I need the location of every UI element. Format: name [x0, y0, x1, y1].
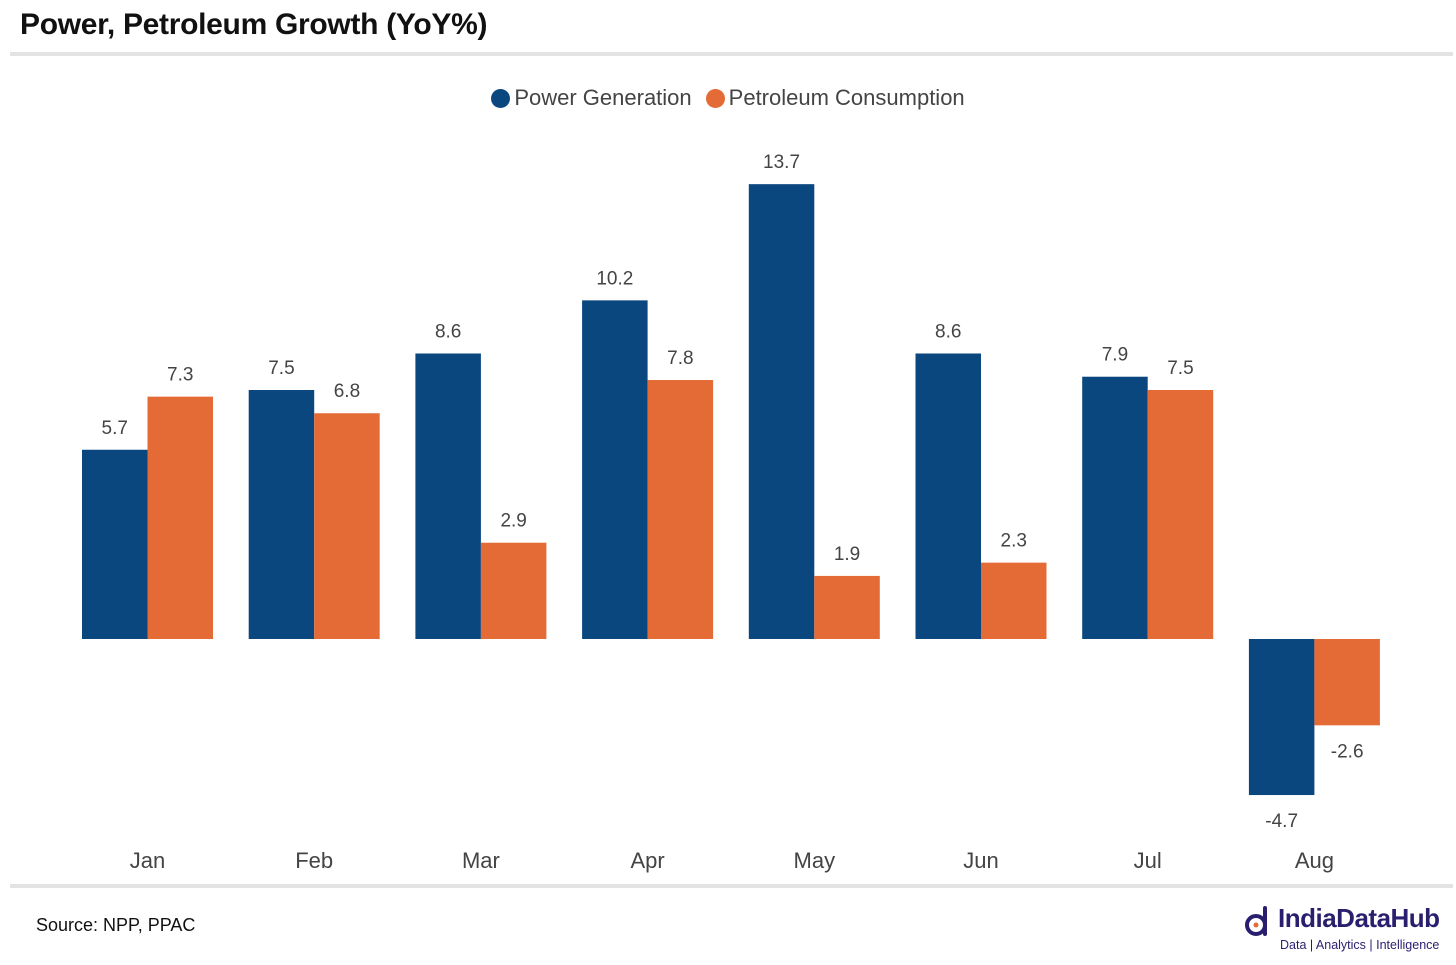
bar-power-aug — [1248, 639, 1315, 796]
data-label-power-feb: 7.5 — [268, 358, 294, 379]
bar-petroleum-apr — [647, 380, 714, 639]
bar-power-jun — [915, 353, 981, 639]
bar-power-jan — [82, 449, 148, 639]
data-label-petroleum-jul: 7.5 — [1167, 358, 1193, 379]
bar-power-mar — [415, 353, 481, 639]
data-label-petroleum-may: 1.9 — [834, 544, 860, 565]
data-label-power-jul: 7.9 — [1102, 345, 1128, 366]
legend-swatch-petroleum — [705, 88, 725, 108]
data-label-power-aug: -4.7 — [1265, 811, 1298, 832]
bar-petroleum-jun — [981, 562, 1047, 639]
top-divider — [10, 52, 1453, 56]
x-tick-label-jun: Jun — [963, 848, 998, 873]
bar-petroleum-mar — [480, 542, 547, 639]
bar-power-feb — [248, 390, 315, 639]
data-label-power-jun: 8.6 — [935, 321, 961, 342]
legend-swatch-power — [491, 88, 511, 108]
x-tick-label-may: May — [794, 848, 836, 873]
bar-power-jul — [1082, 376, 1148, 639]
source-note: Source: NPP, PPAC — [36, 915, 196, 935]
bar-petroleum-jan — [147, 396, 213, 639]
bar-petroleum-aug — [1314, 639, 1380, 726]
x-tick-label-jan: Jan — [130, 848, 165, 873]
page-title: Power, Petroleum Growth (YoY%) — [20, 8, 488, 41]
brand-logo: IndiaDataHub Data | Analytics | Intellig… — [1244, 903, 1450, 958]
data-label-power-mar: 8.6 — [435, 321, 461, 342]
brand-name: IndiaDataHub — [1278, 903, 1440, 933]
data-label-petroleum-jun: 2.3 — [1001, 531, 1027, 552]
data-label-power-jan: 5.7 — [102, 418, 128, 439]
x-tick-label-feb: Feb — [295, 848, 333, 873]
bar-power-may — [748, 184, 815, 639]
brand-tagline: Data | Analytics | Intelligence — [1280, 938, 1440, 952]
chart-legend: Power Generation Petroleum Consumption — [0, 85, 1456, 111]
bar-petroleum-feb — [314, 413, 380, 639]
data-label-petroleum-aug: -2.6 — [1331, 741, 1364, 762]
x-tick-label-jul: Jul — [1134, 848, 1162, 873]
bar-power-apr — [582, 300, 648, 639]
x-tick-label-aug: Aug — [1295, 848, 1334, 873]
bar-petroleum-may — [814, 575, 880, 639]
data-label-petroleum-feb: 6.8 — [334, 381, 360, 402]
legend-item-power: Power Generation — [491, 85, 692, 111]
legend-label-power: Power Generation — [514, 85, 692, 110]
data-label-power-may: 13.7 — [763, 152, 800, 173]
data-label-power-apr: 10.2 — [596, 268, 633, 289]
legend-label-petroleum: Petroleum Consumption — [728, 85, 965, 110]
bar-petroleum-jul — [1147, 390, 1214, 639]
legend-item-petroleum: Petroleum Consumption — [705, 85, 965, 111]
data-label-petroleum-apr: 7.8 — [667, 348, 693, 369]
bottom-divider — [10, 884, 1453, 888]
data-label-petroleum-jan: 7.3 — [167, 365, 193, 386]
brand-mark-icon — [1245, 906, 1267, 936]
x-tick-label-mar: Mar — [462, 848, 500, 873]
x-tick-label-apr: Apr — [630, 848, 664, 873]
data-label-petroleum-mar: 2.9 — [500, 511, 526, 532]
